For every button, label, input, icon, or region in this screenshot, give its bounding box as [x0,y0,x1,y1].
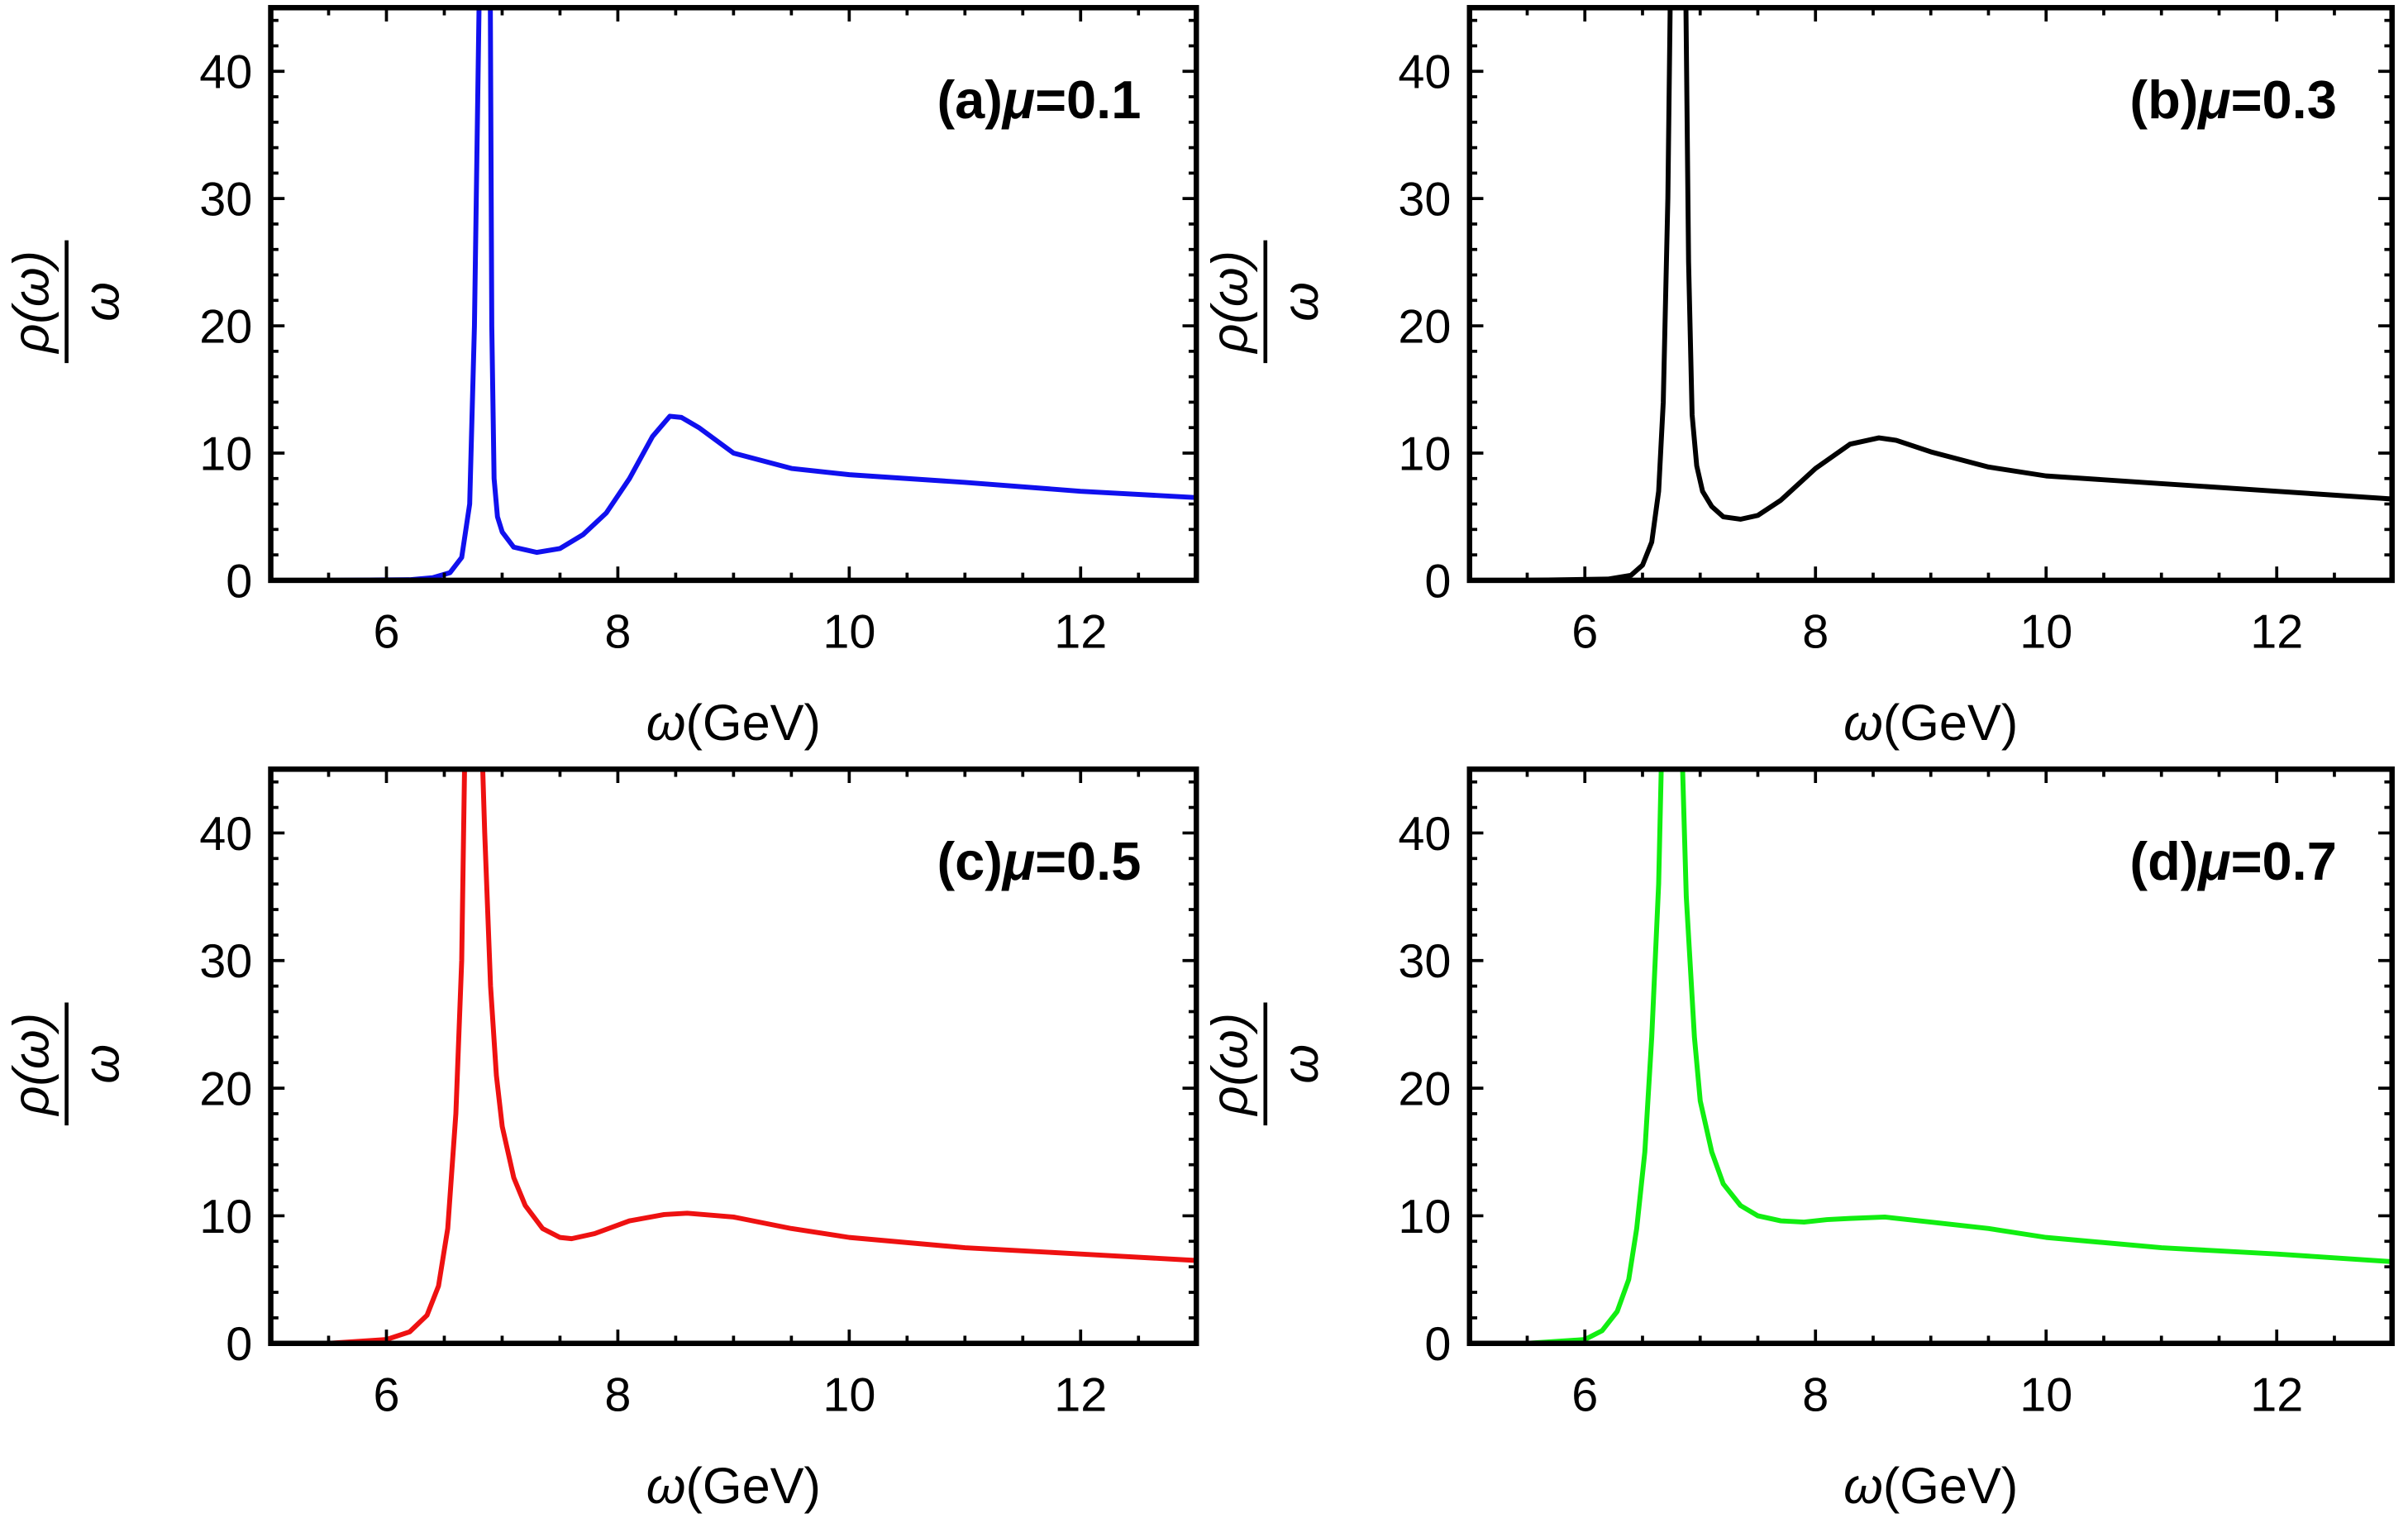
annotation-mu: μ [1001,69,1035,130]
annotation-value: =0.1 [1035,69,1141,130]
y-label-denominator: ω [1272,1044,1328,1084]
annotation-value: =0.7 [2231,831,2337,891]
x-tick-label: 6 [373,1368,399,1421]
panel-annotation: (c)μ=0.5 [937,831,1142,891]
x-tick-label: 10 [823,1368,875,1421]
x-tick-label: 6 [1571,606,1598,659]
series-line [1527,7,2392,580]
annotation-label: (c) [937,831,1003,891]
x-tick-label: 12 [2250,606,2303,659]
x-axis-symbol: ω [1843,1458,1883,1514]
x-axis-unit: (GeV) [686,695,821,751]
x-tick-label: 10 [823,606,875,659]
y-axis-label: ρ(ω) ω [1201,240,1328,364]
y-label-denominator: ω [74,282,130,322]
annotation-label: (a) [937,69,1003,130]
annotation-label: (b) [2129,69,2198,130]
x-tick-label: 6 [1571,1368,1598,1421]
y-tick-label: 10 [1398,427,1451,480]
x-tick-label: 10 [2019,606,2072,659]
y-tick-label: 40 [199,46,252,99]
x-tick-label: 8 [604,606,631,659]
x-tick-label: 12 [2250,1368,2303,1421]
y-tick-label: 10 [199,427,252,480]
x-tick-label: 12 [1054,1368,1107,1421]
x-tick-label: 6 [373,606,399,659]
plot-frame [1466,5,2395,584]
annotation-label: (d) [2129,831,2198,891]
annotation-mu: μ [2196,69,2230,130]
y-axis-label: ρ(ω) ω [1201,1002,1328,1126]
y-tick-label: 40 [1398,46,1451,99]
y-label-numerator: ρ(ω) [2,251,59,355]
annotation-mu: μ [1001,831,1035,891]
y-tick-label: 30 [199,174,252,227]
x-axis-label: ω(GeV) [1843,695,2018,751]
y-label-numerator: ρ(ω) [2,1013,59,1117]
y-tick-label: 20 [1398,1063,1451,1116]
x-axis-label: ω(GeV) [646,1458,821,1514]
y-tick-label: 20 [1398,300,1451,353]
y-label-numerator: ρ(ω) [1201,251,1257,355]
annotation-value: =0.3 [2231,69,2337,130]
y-tick-label: 20 [199,1063,252,1116]
y-tick-label: 0 [1424,555,1451,608]
x-tick-label: 8 [1802,606,1829,659]
series-line [328,769,1197,1344]
x-axis-symbol: ω [1843,695,1883,751]
x-tick-label: 8 [604,1368,631,1421]
x-axis-symbol: ω [646,1458,686,1514]
y-tick-label: 40 [199,808,252,861]
panel-annotation: (b)μ=0.3 [2129,69,2336,130]
y-tick-label: 0 [226,555,252,608]
series-line [1527,769,2392,1344]
plot-frame [268,766,1199,1346]
y-label-denominator: ω [74,1044,130,1084]
x-axis-symbol: ω [646,695,686,751]
series-line [328,7,1197,580]
annotation-value: =0.5 [1035,831,1141,891]
x-axis-label: ω(GeV) [646,695,821,751]
x-axis-unit: (GeV) [1883,1458,2018,1514]
y-axis-label: ρ(ω) ω [2,240,130,364]
y-tick-label: 10 [199,1191,252,1244]
x-axis-unit: (GeV) [1883,695,2018,751]
y-tick-label: 30 [199,935,252,988]
x-tick-label: 8 [1802,1368,1829,1421]
y-tick-label: 40 [1398,808,1451,861]
y-tick-label: 30 [1398,174,1451,227]
x-tick-label: 10 [2019,1368,2072,1421]
x-axis-unit: (GeV) [686,1458,821,1514]
annotation-mu: μ [2196,831,2230,891]
y-axis-label: ρ(ω) ω [2,1002,130,1126]
y-tick-label: 0 [1424,1318,1451,1371]
x-tick-label: 12 [1054,606,1107,659]
panel-annotation: (a)μ=0.1 [937,69,1142,130]
plot-frame [1466,766,2395,1346]
y-label-denominator: ω [1272,282,1328,322]
y-label-numerator: ρ(ω) [1201,1013,1257,1117]
x-axis-label: ω(GeV) [1843,1458,2018,1514]
y-tick-label: 10 [1398,1191,1451,1244]
y-tick-label: 30 [1398,935,1451,988]
plot-frame [268,5,1199,584]
y-tick-label: 0 [226,1318,252,1371]
panel-annotation: (d)μ=0.7 [2129,831,2336,891]
y-tick-label: 20 [199,300,252,353]
